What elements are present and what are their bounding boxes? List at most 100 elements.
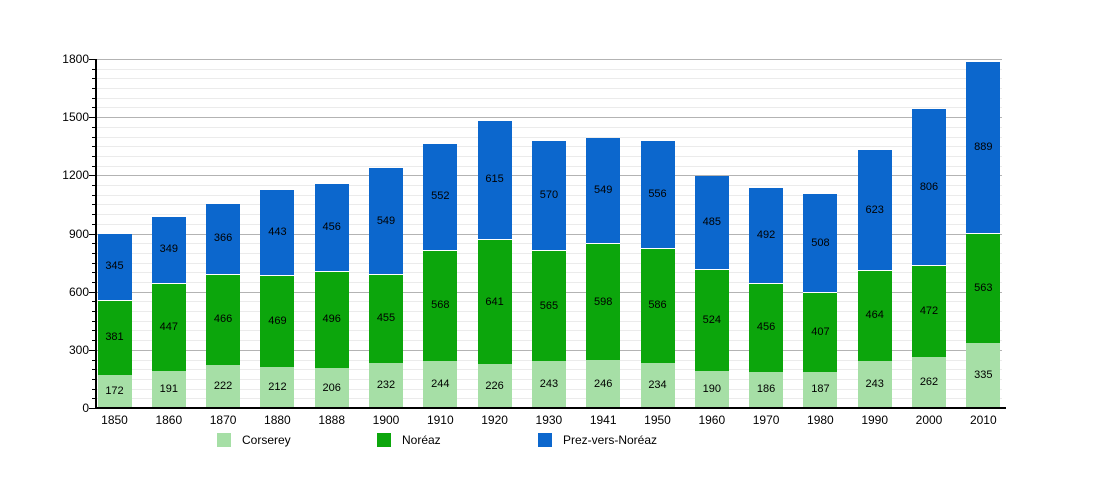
x-axis-tick-label: 1941 (589, 413, 617, 427)
bar-2000: 262 472 806 (912, 109, 946, 408)
bar-value-label: 466 (213, 313, 233, 326)
bar-value-label: 552 (431, 190, 450, 203)
bar-value-label: 243 (865, 377, 884, 390)
major-gridline (97, 117, 1002, 119)
bar-segment-noréaz: 641 (477, 239, 512, 365)
y-axis-minor-tick (92, 107, 96, 109)
bar-1860: 191 447 349 (151, 216, 186, 408)
x-axis-tick-label: 1930 (535, 413, 563, 427)
y-axis-minor-tick (92, 311, 96, 313)
y-axis-minor-tick (92, 165, 96, 167)
y-axis-minor-tick (92, 185, 96, 187)
y-axis-minor-tick (92, 126, 96, 128)
y-axis-minor-tick (92, 340, 96, 342)
bar-segment-corserey: 232 (369, 363, 403, 408)
legend-label: Noréaz (402, 432, 441, 447)
y-axis-minor-tick (92, 97, 96, 99)
bar-value-label: 234 (648, 378, 667, 391)
bar-value-label: 345 (105, 260, 124, 273)
y-axis-minor-tick (92, 214, 96, 216)
bar-segment-noréaz: 563 (966, 233, 1001, 344)
bar-value-label: 187 (811, 383, 830, 396)
major-gridline (97, 59, 1002, 60)
x-axis-tick-label: 1910 (426, 413, 454, 427)
bar-value-label: 598 (594, 295, 613, 308)
bar-value-label: 226 (485, 379, 504, 392)
bar-segment-noréaz: 524 (694, 269, 729, 372)
y-axis-minor-tick (92, 252, 96, 254)
minor-gridline (97, 107, 1002, 109)
bar-value-label: 563 (974, 281, 993, 294)
x-axis-tick-label: 1900 (372, 413, 400, 427)
legend-label: Prez-vers-Noréaz (563, 432, 658, 447)
bar-value-label: 570 (539, 189, 559, 202)
bar-value-label: 568 (431, 299, 450, 312)
bar-segment-corserey: 190 (694, 371, 729, 408)
bar-value-label: 191 (159, 382, 178, 395)
x-axis-tick-label: 1870 (209, 413, 237, 427)
chart-legend: Corserey Noréaz Prez-vers-Noréaz (0, 432, 1100, 450)
bar-value-label: 549 (376, 214, 396, 227)
x-axis-tick-label: 1990 (861, 413, 889, 427)
bar-value-label: 586 (648, 299, 667, 312)
legend-swatch-prez-vers-noréaz (538, 432, 552, 447)
bar-1990: 243 464 623 (857, 150, 892, 408)
bar-segment-corserey: 243 (857, 360, 892, 408)
bar-segment-prez-vers-noréaz: 366 (206, 203, 241, 275)
y-axis-minor-tick (92, 223, 96, 225)
legend-item-prez-vers-noréaz: Prez-vers-Noréaz (538, 432, 657, 447)
bar-value-label: 335 (974, 369, 993, 382)
bar-value-label: 366 (213, 232, 233, 245)
minor-gridline (97, 68, 1002, 70)
legend-item-corserey: Corserey (217, 432, 291, 447)
bar-segment-noréaz: 586 (640, 249, 675, 363)
x-axis-tick-label: 2010 (969, 413, 997, 427)
bar-value-label: 508 (811, 236, 830, 249)
bar-1920: 226 641 615 (477, 120, 512, 408)
bar-segment-corserey: 246 (586, 360, 621, 408)
bar-value-label: 565 (539, 299, 559, 312)
y-axis-minor-tick (92, 204, 96, 206)
x-axis-line (95, 407, 1006, 409)
minor-gridline (97, 88, 1002, 90)
bar-value-label: 806 (919, 180, 939, 193)
bar-segment-noréaz: 381 (97, 300, 132, 375)
bar-value-label: 244 (431, 377, 450, 390)
bar-segment-corserey: 244 (423, 360, 458, 408)
bar-value-label: 243 (539, 377, 559, 390)
bar-value-label: 456 (322, 220, 341, 233)
bar-value-label: 443 (268, 226, 287, 239)
bar-segment-prez-vers-noréaz: 549 (369, 168, 403, 275)
bar-1960: 190 524 485 (694, 175, 729, 408)
bar-2010: 335 563 889 (966, 61, 1001, 408)
x-axis-tick-label: 1888 (318, 413, 346, 427)
bar-value-label: 456 (756, 321, 776, 334)
bar-segment-prez-vers-noréaz: 552 (423, 143, 458, 251)
bar-value-label: 212 (268, 380, 287, 393)
x-axis-tick-label: 1950 (644, 413, 671, 427)
y-axis-major-tick (89, 408, 96, 409)
bar-value-label: 349 (159, 243, 178, 256)
bar-value-label: 889 (974, 140, 993, 153)
bar-1888: 206 496 456 (314, 183, 349, 408)
plot-area: 172 381 345 191 447 349 222 466 366 212 469 443 206 4… (89, 59, 1002, 409)
bar-value-label: 232 (376, 379, 396, 392)
bar-1950: 234 586 556 (640, 141, 675, 408)
bar-segment-prez-vers-noréaz: 623 (857, 150, 892, 271)
legend-item-noréaz: Noréaz (377, 432, 441, 447)
y-axis-minor-tick (92, 378, 96, 380)
legend-swatch-corserey (217, 432, 231, 447)
y-axis-minor-tick (92, 330, 96, 332)
bar-segment-corserey: 172 (97, 374, 132, 408)
y-axis-minor-tick (92, 88, 96, 90)
bar-1980: 187 407 508 (803, 194, 838, 408)
bar-value-label: 615 (485, 173, 504, 186)
bar-segment-noréaz: 455 (369, 274, 403, 364)
bar-value-label: 262 (919, 376, 939, 389)
bar-segment-prez-vers-noréaz: 485 (694, 175, 729, 270)
bar-segment-prez-vers-noréaz: 492 (749, 188, 784, 284)
x-axis-tick-label: 1980 (807, 413, 834, 427)
bar-segment-corserey: 212 (260, 366, 295, 408)
bar-segment-noréaz: 469 (260, 275, 295, 367)
bar-segment-corserey: 262 (912, 357, 946, 408)
